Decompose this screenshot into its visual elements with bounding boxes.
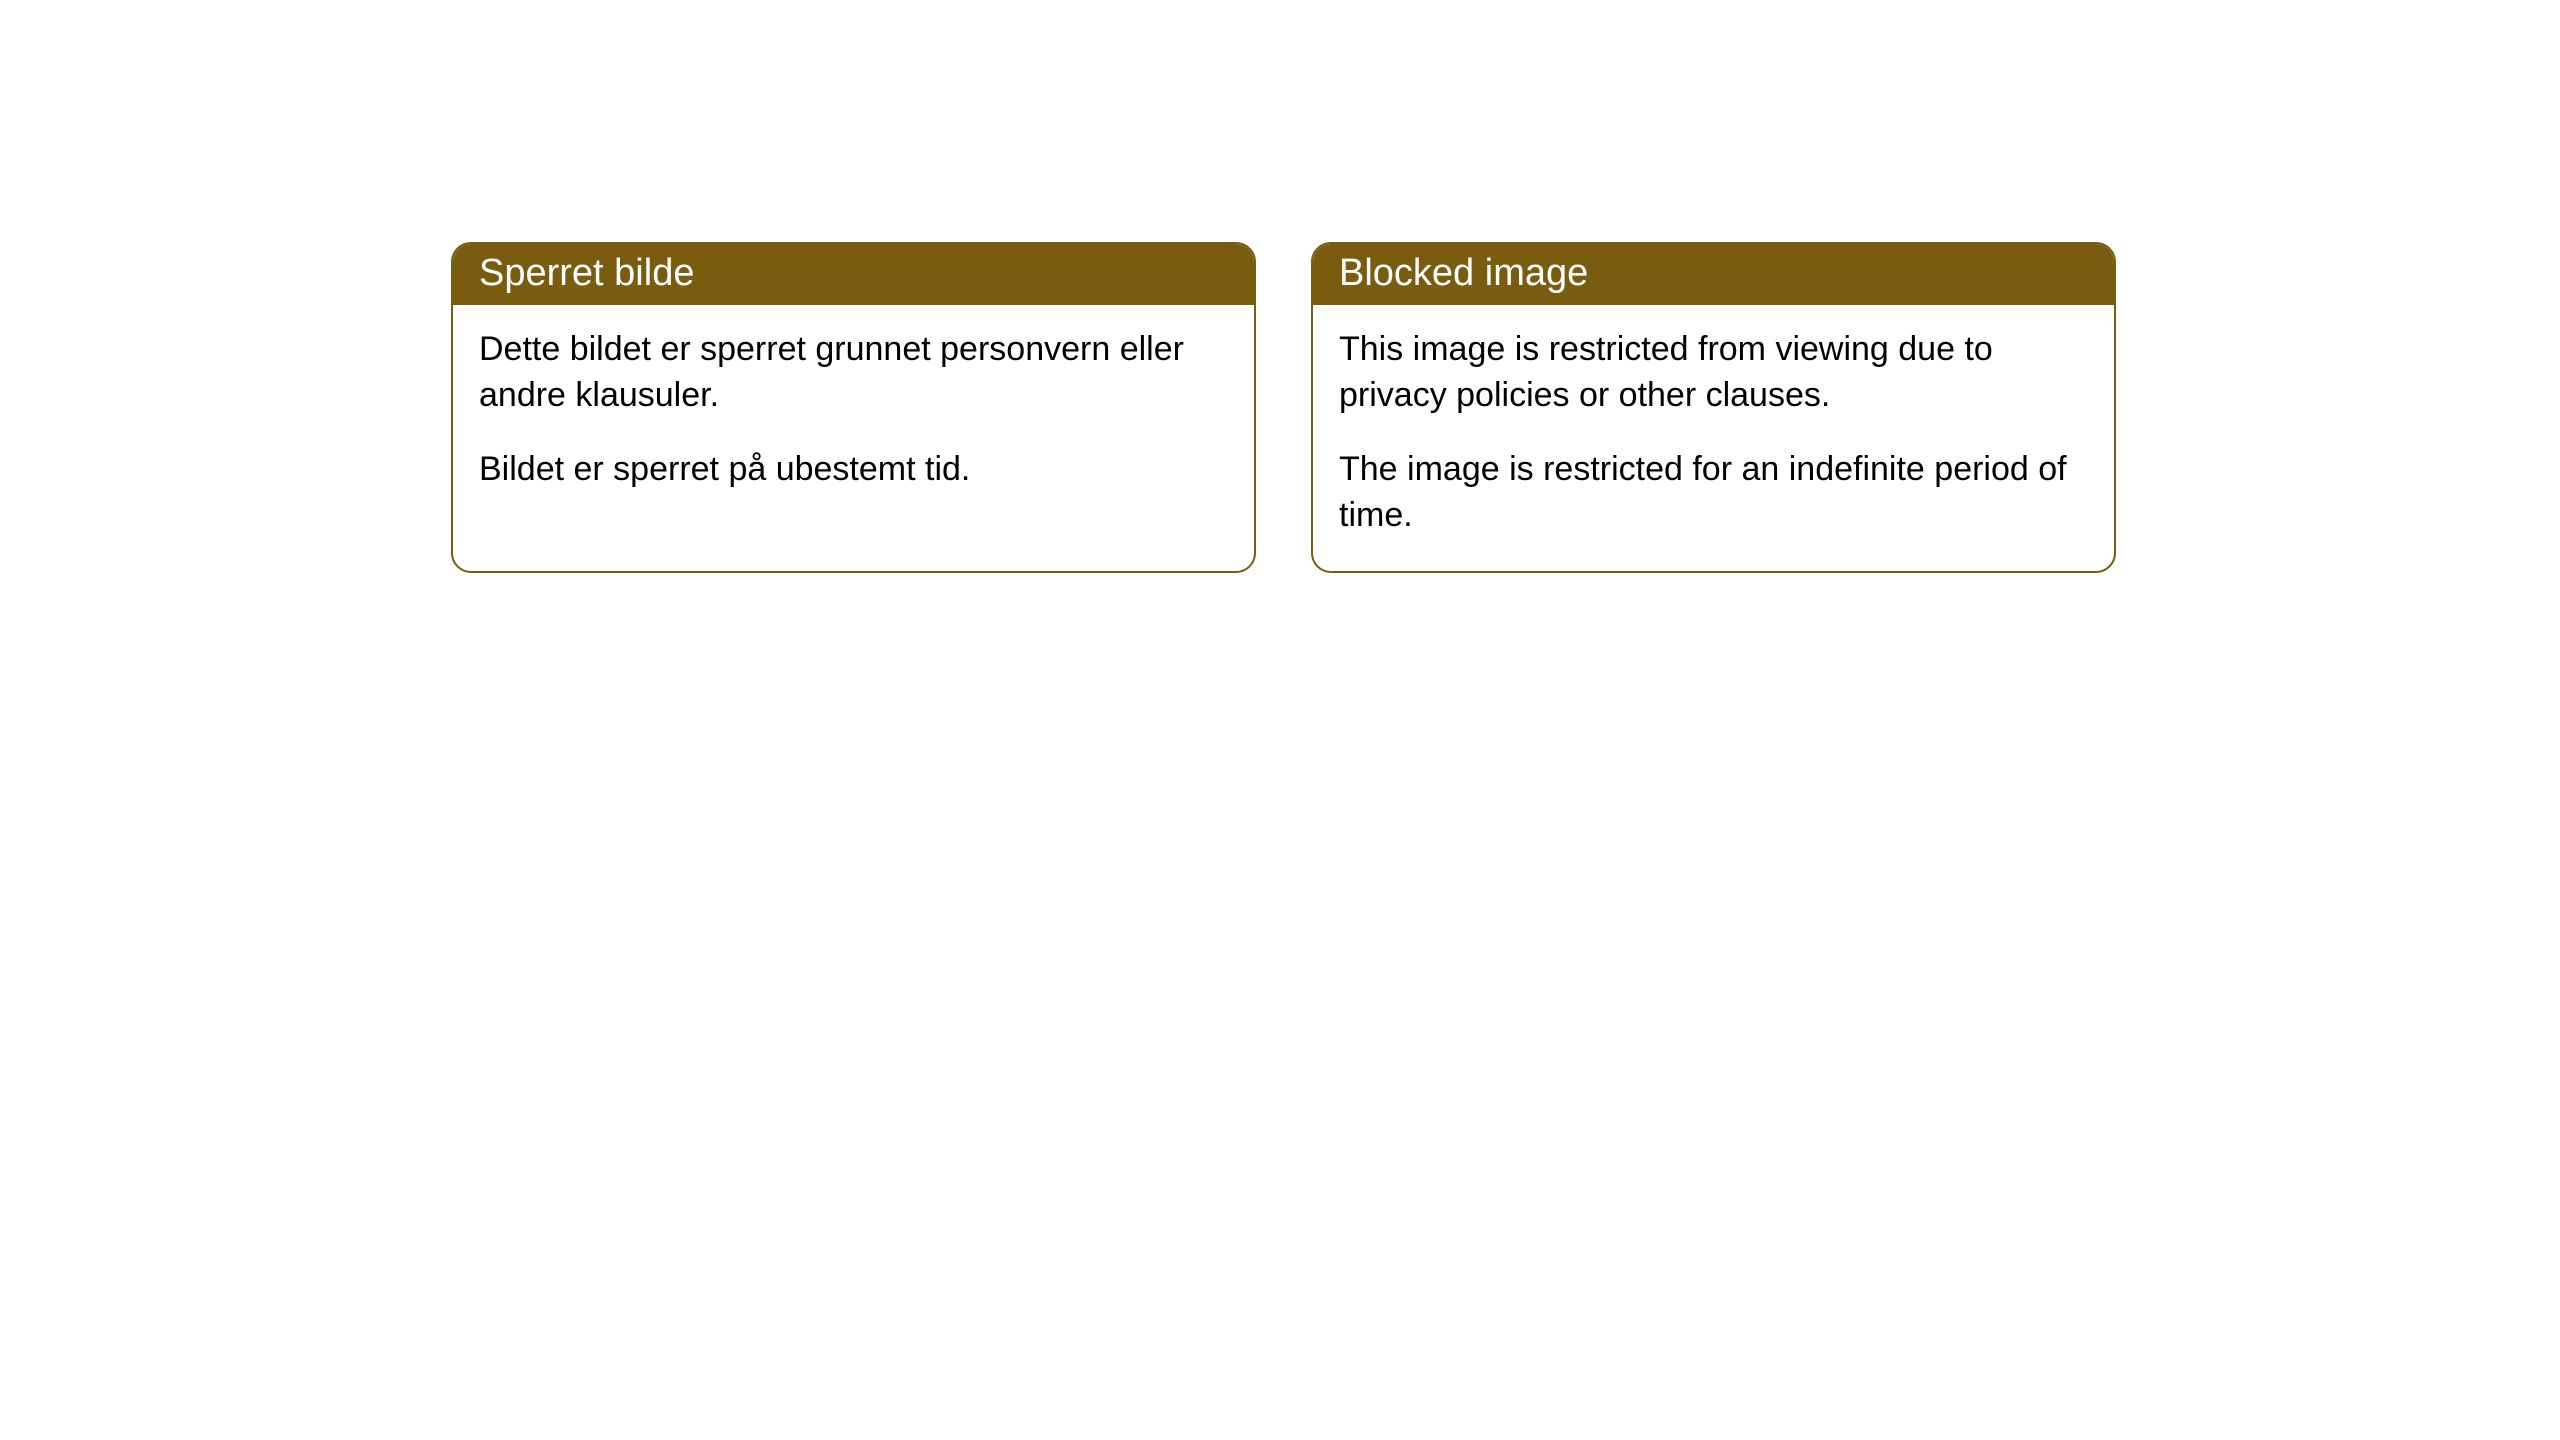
notice-header-norwegian: Sperret bilde: [453, 244, 1254, 305]
notice-card-norwegian: Sperret bilde Dette bildet er sperret gr…: [451, 242, 1256, 573]
notice-header-english: Blocked image: [1313, 244, 2114, 305]
notice-paragraph: Dette bildet er sperret grunnet personve…: [479, 327, 1228, 419]
notice-body-norwegian: Dette bildet er sperret grunnet personve…: [453, 305, 1254, 525]
notice-paragraph: The image is restricted for an indefinit…: [1339, 447, 2088, 539]
notice-paragraph: This image is restricted from viewing du…: [1339, 327, 2088, 419]
notice-paragraph: Bildet er sperret på ubestemt tid.: [479, 447, 1228, 493]
notice-card-english: Blocked image This image is restricted f…: [1311, 242, 2116, 573]
notice-container: Sperret bilde Dette bildet er sperret gr…: [0, 0, 2560, 573]
notice-body-english: This image is restricted from viewing du…: [1313, 305, 2114, 571]
